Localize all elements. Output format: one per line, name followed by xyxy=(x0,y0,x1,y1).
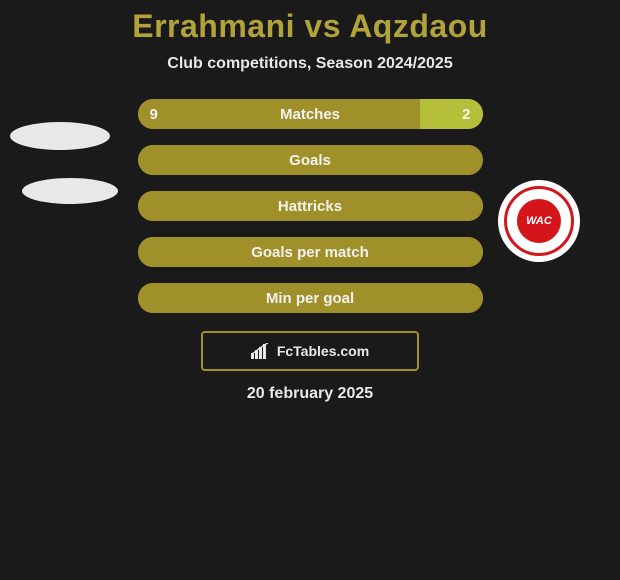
comparison-infographic: Errahmani vs Aqzdaou Club competitions, … xyxy=(0,0,620,580)
stat-value-left: 9 xyxy=(150,106,158,123)
stat-bar-goals-per-match: Goals per match xyxy=(138,237,483,267)
club-logo-ring: WAC xyxy=(504,186,574,256)
source-badge: FcTables.com xyxy=(201,331,419,371)
stat-label: Min per goal xyxy=(266,290,354,307)
player2-club-logo: WAC xyxy=(498,180,580,262)
bars-icon xyxy=(251,343,273,359)
stat-label: Goals per match xyxy=(251,244,369,261)
stat-label: Matches xyxy=(280,106,340,123)
stat-bar-hattricks: Hattricks xyxy=(138,191,483,221)
subtitle: Club competitions, Season 2024/2025 xyxy=(0,55,620,73)
placeholder-logo-shape xyxy=(10,122,110,150)
source-text: FcTables.com xyxy=(277,343,369,359)
page-title: Errahmani vs Aqzdaou xyxy=(0,8,620,45)
stat-bar-goals: Goals xyxy=(138,145,483,175)
stat-value-right: 2 xyxy=(462,106,470,123)
club-logo-core: WAC xyxy=(517,199,561,243)
placeholder-logo-shape xyxy=(22,178,118,204)
date-label: 20 february 2025 xyxy=(0,385,620,403)
stat-label: Goals xyxy=(289,152,331,169)
stat-bar-left-fill xyxy=(138,99,421,129)
stat-label: Hattricks xyxy=(278,198,342,215)
stat-bar-right-fill xyxy=(420,99,482,129)
stat-bar-matches: 9 2 Matches xyxy=(138,99,483,129)
stat-bar-min-per-goal: Min per goal xyxy=(138,283,483,313)
